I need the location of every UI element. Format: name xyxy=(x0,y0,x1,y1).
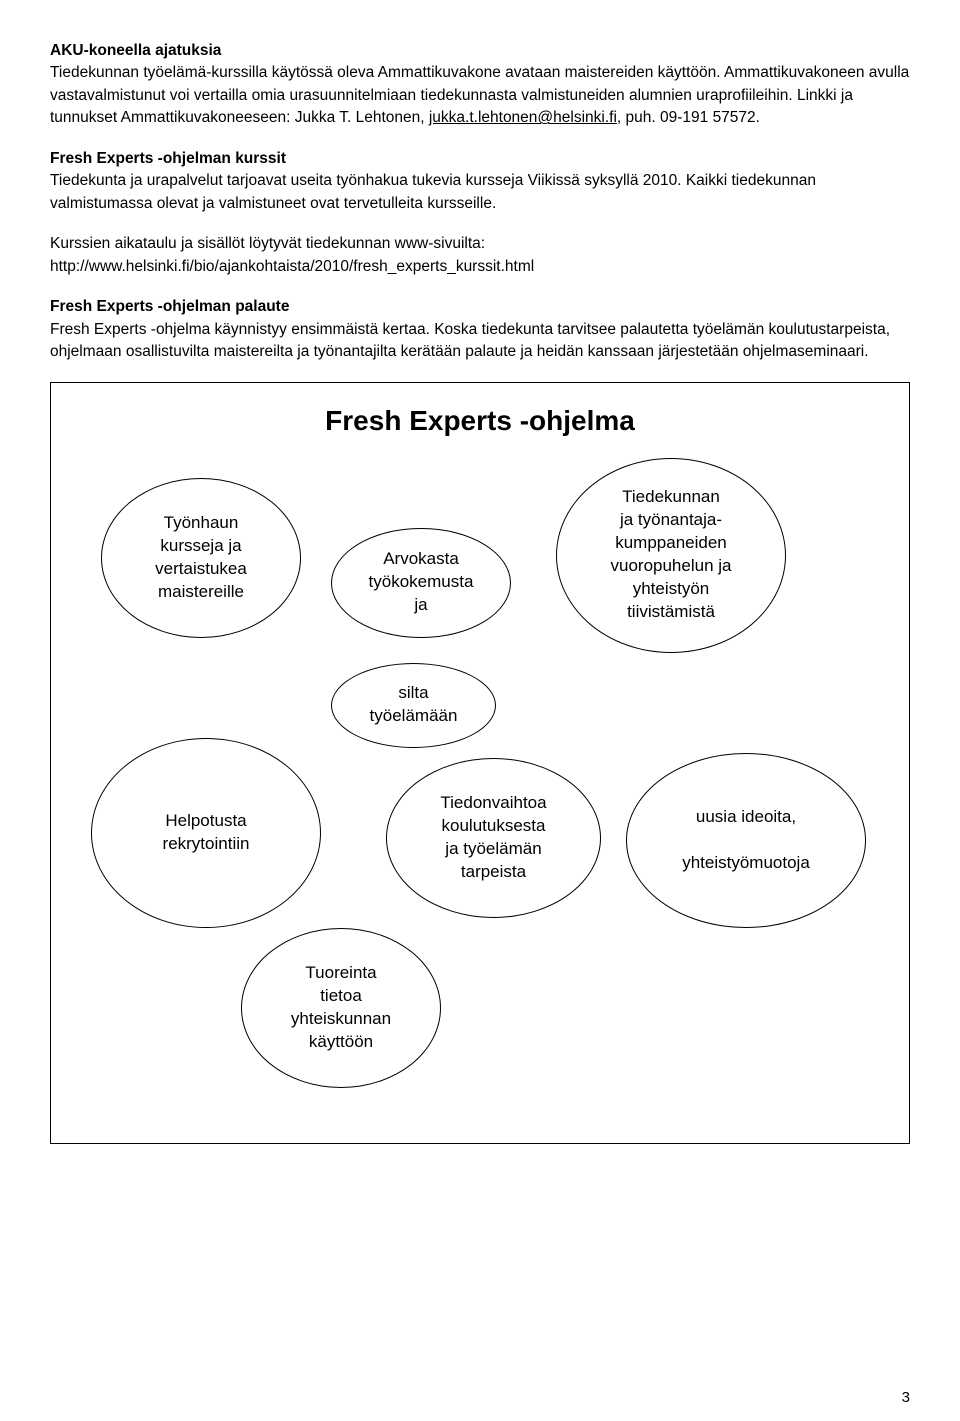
ellipse-tiedonvaihto: Tiedonvaihtoakoulutuksestaja työelämänta… xyxy=(386,758,601,918)
text-aku-b: , puh. 09-191 57572. xyxy=(617,109,760,126)
ellipse-arvokasta: Arvokastatyökokemustaja xyxy=(331,528,511,638)
page-number: 3 xyxy=(902,1387,910,1409)
link-email[interactable]: jukka.t.lehtonen@helsinki.fi xyxy=(429,109,617,126)
heading-kurssit: Fresh Experts -ohjelman kurssit xyxy=(50,150,286,167)
section-url: Kurssien aikataulu ja sisällöt löytyvät … xyxy=(50,233,910,278)
diagram-title: Fresh Experts -ohjelma xyxy=(61,401,899,442)
section-palaute: Fresh Experts -ohjelman palaute Fresh Ex… xyxy=(50,296,910,363)
text-kurssit: Tiedekunta ja urapalvelut tarjoavat usei… xyxy=(50,172,816,211)
heading-aku: AKU-koneella ajatuksia xyxy=(50,42,221,59)
ellipse-ideoita: uusia ideoita, yhteistyömuotoja xyxy=(626,753,866,928)
ellipse-helpotusta: Helpotustarekrytointiin xyxy=(91,738,321,928)
ellipse-silta: siltatyöelämään xyxy=(331,663,496,748)
ellipse-tiedekunnan: Tiedekunnanja työnantaja-kumppaneidenvuo… xyxy=(556,458,786,653)
heading-palaute: Fresh Experts -ohjelman palaute xyxy=(50,298,289,315)
section-kurssit: Fresh Experts -ohjelman kurssit Tiedekun… xyxy=(50,148,910,215)
text-url-intro: Kurssien aikataulu ja sisällöt löytyvät … xyxy=(50,235,485,252)
text-url: http://www.helsinki.fi/bio/ajankohtaista… xyxy=(50,258,534,275)
ellipse-tyonhaun: Työnhaunkursseja javertaistukeamaisterei… xyxy=(101,478,301,638)
ellipse-tuoreinta: Tuoreintatietoayhteiskunnankäyttöön xyxy=(241,928,441,1088)
text-palaute: Fresh Experts -ohjelma käynnistyy ensimm… xyxy=(50,321,890,360)
diagram-container: Fresh Experts -ohjelma Työnhaunkursseja … xyxy=(50,382,910,1144)
section-aku: AKU-koneella ajatuksia Tiedekunnan työel… xyxy=(50,40,910,130)
